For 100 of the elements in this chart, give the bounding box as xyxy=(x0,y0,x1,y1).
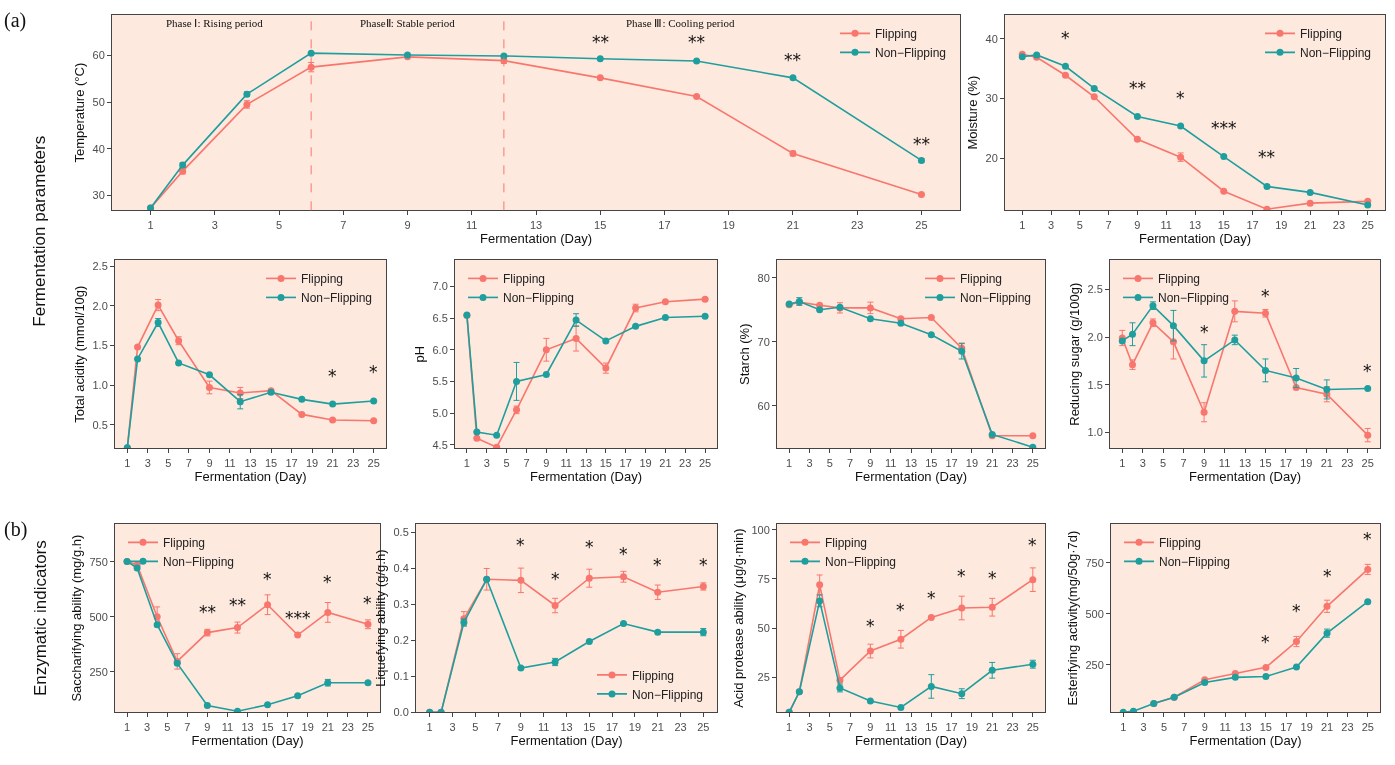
text: (a) xyxy=(4,9,27,32)
x-tick-label: 9 xyxy=(867,456,874,469)
x-tick-label: 25 xyxy=(1361,456,1374,469)
x-tick-label: 19 xyxy=(965,720,979,733)
annotation: * xyxy=(1261,286,1270,306)
y-tick-label: 25 xyxy=(757,671,770,684)
legend-label: Flipping xyxy=(1159,536,1202,551)
x-tick-label: 23 xyxy=(347,456,360,469)
annotation: *** xyxy=(285,608,311,628)
annotation: * xyxy=(551,569,560,589)
y-axis-title: Temperature (°C) xyxy=(72,62,88,163)
annotation: * xyxy=(369,362,378,382)
x-tick-label: 5 xyxy=(1160,456,1167,469)
y-tick-label: 2.5 xyxy=(1087,283,1103,296)
x-tick-label: 7 xyxy=(1181,720,1188,733)
x-tick-label: 23 xyxy=(1341,456,1354,469)
x-tick-label: 1 xyxy=(147,218,154,231)
y-tick-label: 80 xyxy=(757,271,770,284)
x-tick-label: 1 xyxy=(1019,218,1026,231)
annotation: PhaseⅡ: Stable period xyxy=(360,17,456,29)
y-tick-label: 0.4 xyxy=(393,562,409,575)
y-axis-title: Reducing sugar (g/100g) xyxy=(1067,282,1083,426)
x-tick-label: 9 xyxy=(517,720,524,733)
annotation: Phase Ⅰ: Rising period xyxy=(166,17,264,29)
x-tick-label: 1 xyxy=(124,456,131,469)
y-tick-label: 2.0 xyxy=(92,299,108,312)
x-tick-label: 5 xyxy=(1076,218,1083,231)
x-tick-label: 19 xyxy=(301,720,314,733)
legend-label: Non−Flipping xyxy=(1158,291,1230,306)
annotation: ** xyxy=(199,602,216,622)
x-tick-label: 5 xyxy=(472,720,479,733)
legend-label: Non−Flipping xyxy=(1159,555,1231,570)
annotation: ** xyxy=(592,32,609,52)
x-tick-label: 17 xyxy=(281,720,294,733)
y-tick-label: 60 xyxy=(92,49,105,62)
legend-label: Non−Flipping xyxy=(825,555,897,570)
x-tick-label: 15 xyxy=(264,456,278,469)
annotation: * xyxy=(653,555,662,575)
y-tick-label: 70 xyxy=(757,335,770,348)
x-tick-label: 13 xyxy=(579,456,593,469)
annotation: * xyxy=(516,535,525,555)
annotation: * xyxy=(927,588,936,608)
x-axis-title: Fermentation (Day) xyxy=(194,468,307,484)
x-tick-label: 5 xyxy=(503,456,510,469)
x-tick-label: 11 xyxy=(560,456,572,469)
x-tick-label: 25 xyxy=(361,720,375,733)
x-axis-title: Fermentation (Day) xyxy=(510,732,623,748)
x-tick-label: 9 xyxy=(867,720,874,733)
y-tick-label: 4.5 xyxy=(432,438,448,451)
text: Enzymatic indicators xyxy=(30,540,50,697)
x-tick-label: 3 xyxy=(1139,456,1146,469)
x-tick-label: 9 xyxy=(1201,720,1208,733)
annotation: * xyxy=(323,572,332,592)
x-tick-label: 15 xyxy=(1217,218,1230,231)
x-tick-label: 17 xyxy=(605,720,619,733)
x-tick-label: 7 xyxy=(184,720,191,733)
x-tick-label: 23 xyxy=(341,720,355,733)
x-tick-label: 21 xyxy=(1320,456,1333,469)
x-tick-label: 15 xyxy=(1259,456,1272,469)
x-axis-title: Fermentation (Day) xyxy=(480,230,592,246)
x-tick-label: 21 xyxy=(651,720,664,733)
legend-label: Flipping xyxy=(1300,27,1343,42)
annotation: * xyxy=(585,537,594,557)
x-tick-label: 1 xyxy=(786,456,793,469)
x-tick-label: 1 xyxy=(1120,720,1127,733)
y-tick-label: 0.0 xyxy=(393,706,409,719)
annotation: * xyxy=(1061,28,1070,48)
x-tick-label: 11 xyxy=(884,456,897,469)
x-tick-label: 5 xyxy=(275,218,283,231)
text: (b) xyxy=(4,518,28,541)
x-tick-label: 1 xyxy=(1119,456,1126,469)
y-tick-label: 6.0 xyxy=(432,343,448,356)
annotation: * xyxy=(957,566,966,586)
annotation: ** xyxy=(229,595,246,615)
x-tick-label: 3 xyxy=(144,456,151,469)
y-tick-label: 20 xyxy=(985,152,998,165)
y-tick-label: 1.0 xyxy=(92,378,108,391)
y-tick-label: 60 xyxy=(757,399,770,412)
x-tick-label: 17 xyxy=(619,456,632,469)
x-tick-label: 3 xyxy=(1048,218,1055,231)
x-tick-label: 13 xyxy=(1239,720,1252,733)
annotation: * xyxy=(263,569,272,589)
annotation: * xyxy=(699,555,708,575)
y-tick-label: 100 xyxy=(751,523,770,536)
x-tick-label: 13 xyxy=(244,456,257,469)
y-tick-label: 40 xyxy=(92,142,105,155)
x-tick-label: 5 xyxy=(826,456,833,469)
legend-label: Non−Flipping xyxy=(301,291,373,306)
x-tick-label: 13 xyxy=(560,720,573,733)
x-tick-label: 11 xyxy=(224,456,236,469)
x-tick-label: 9 xyxy=(1201,456,1208,469)
x-tick-label: 3 xyxy=(449,720,456,733)
x-tick-label: 13 xyxy=(529,218,543,231)
x-tick-label: 23 xyxy=(1332,218,1346,231)
y-tick-label: 5.5 xyxy=(432,375,448,388)
x-tick-label: 17 xyxy=(1279,456,1293,469)
x-axis-title: Fermentation (Day) xyxy=(1189,468,1301,484)
x-tick-label: 15 xyxy=(925,456,938,469)
x-tick-label: 11 xyxy=(221,720,234,733)
legend-label: Non−Flipping xyxy=(960,291,1032,306)
